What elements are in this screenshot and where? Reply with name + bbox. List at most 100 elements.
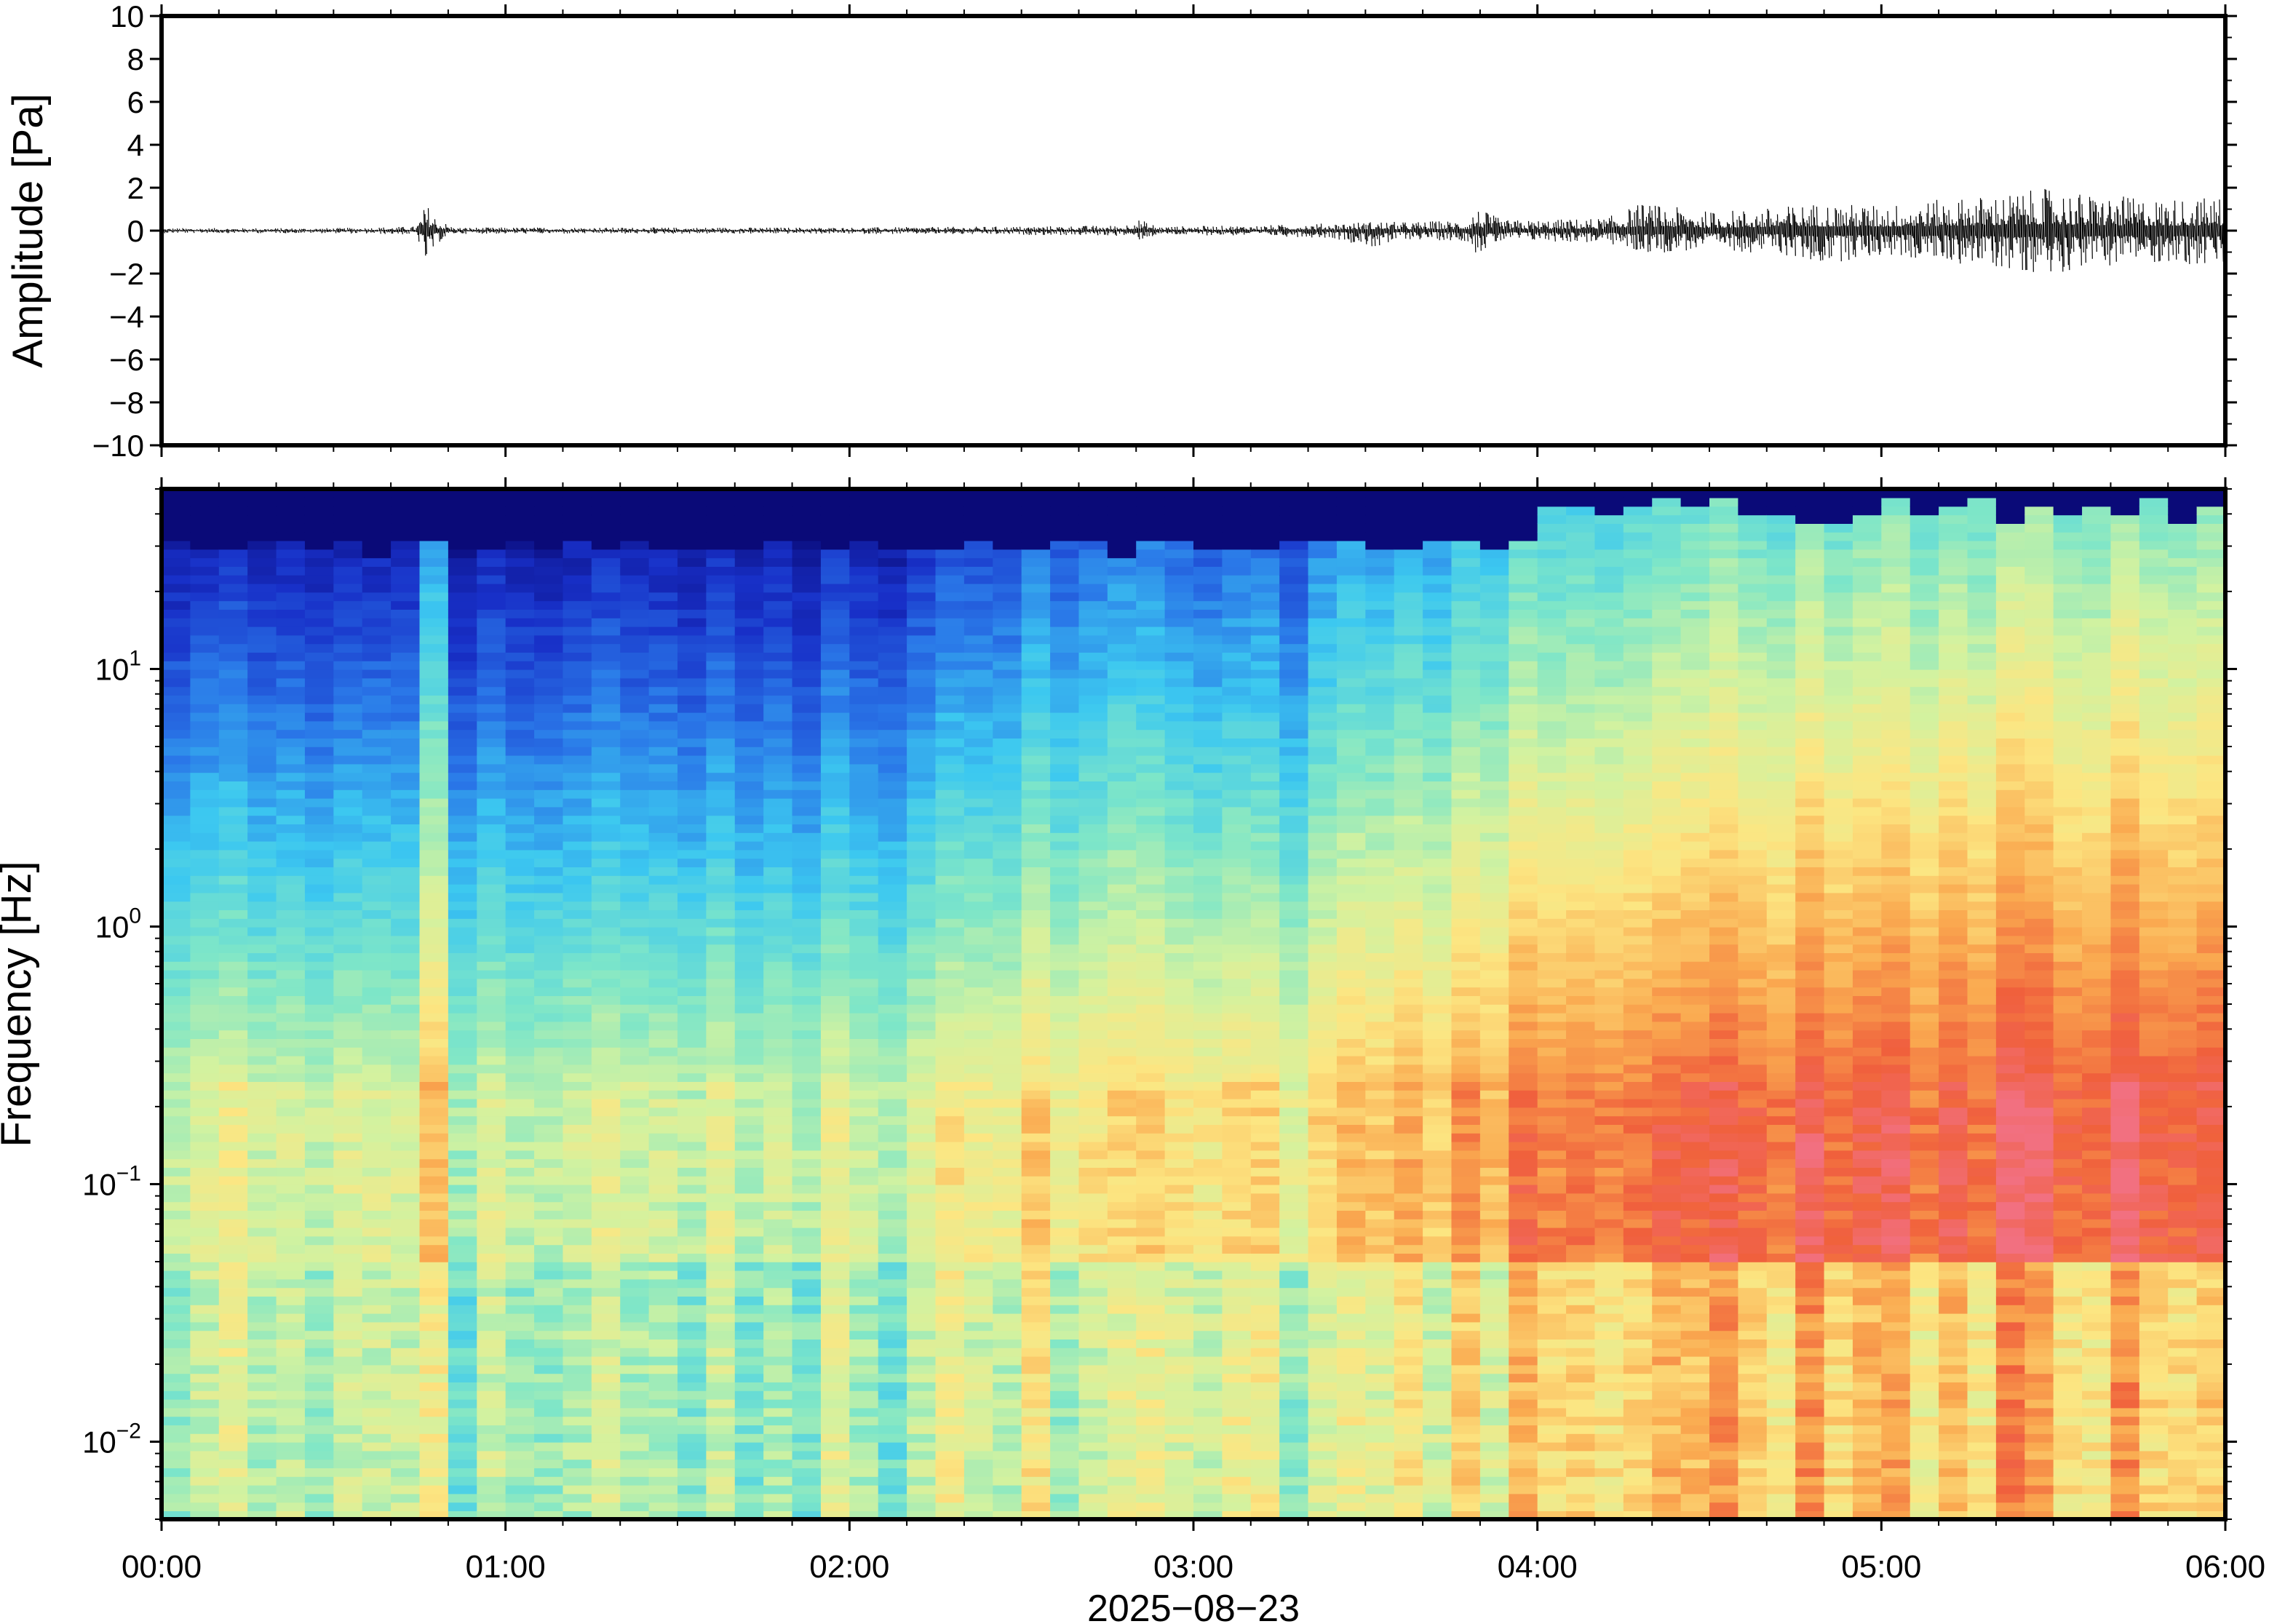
spectrogram-cell: [505, 1425, 535, 1434]
spectrogram-cell: [1222, 1253, 1252, 1262]
spectrogram-cell: [993, 1356, 1022, 1366]
spectrogram-cell: [849, 592, 879, 602]
spectrogram-cell: [763, 720, 793, 731]
spectrogram-cell: [907, 489, 937, 498]
spectrogram-cell: [820, 1407, 851, 1417]
spectrogram-cell: [1164, 592, 1194, 602]
spectrogram-cell: [276, 1313, 306, 1323]
spectrogram-cell: [162, 626, 191, 636]
spectrogram-cell: [878, 1382, 907, 1391]
spectrogram-cell: [1050, 652, 1080, 661]
spectrogram-cell: [391, 747, 421, 756]
spectrogram-cell: [820, 729, 851, 739]
spectrogram-cell: [563, 1339, 592, 1348]
spectrogram-cell: [620, 523, 650, 533]
spectrogram-cell: [162, 781, 191, 790]
spectrogram-cell: [162, 832, 191, 842]
spectrogram-cell: [1164, 497, 1194, 507]
spectrogram-cell: [1050, 1278, 1080, 1289]
spectrogram-cell: [677, 677, 707, 688]
spectrogram-cell: [1193, 720, 1223, 731]
spectrogram-cell: [763, 1081, 793, 1091]
spectrogram-cell: [448, 918, 478, 928]
spectrogram-cell: [1050, 1201, 1080, 1211]
spectrogram-cell: [1107, 1425, 1137, 1434]
spectrogram-cell: [591, 1244, 621, 1254]
spectrogram-cell: [907, 944, 937, 953]
spectrogram-cell: [534, 1150, 564, 1160]
spectrogram-cell: [304, 1021, 335, 1031]
spectrogram-cell: [1021, 720, 1051, 731]
spectrogram-cell: [907, 969, 937, 979]
spectrogram-cell: [907, 1244, 937, 1254]
spectrogram-cell: [534, 1021, 564, 1031]
spectrogram-cell: [706, 609, 736, 618]
spectrogram-cell: [706, 995, 736, 1005]
spectrogram-cell: [591, 1305, 621, 1314]
spectrogram-cell: [907, 583, 937, 593]
spectrogram-cell: [620, 1364, 650, 1374]
spectrogram-cell: [563, 592, 592, 602]
spectrogram-column: [993, 489, 1022, 1520]
spectrogram-cell: [362, 858, 392, 867]
spectrogram-cell: [534, 875, 564, 885]
spectrogram-cell: [362, 677, 392, 688]
spectrogram-cell: [563, 1030, 592, 1039]
spectrogram-cell: [878, 995, 907, 1005]
spectrogram-cell: [1136, 557, 1166, 567]
spectrogram-cell: [849, 1219, 879, 1228]
spectrogram-cell: [878, 867, 907, 876]
spectrogram-cell: [1078, 867, 1108, 876]
spectrogram-cell: [677, 806, 707, 816]
spectrogram-cell: [993, 883, 1022, 893]
spectrogram-cell: [993, 1321, 1022, 1332]
spectrogram-cell: [162, 712, 191, 722]
spectrogram-cell: [591, 1167, 621, 1177]
spectrogram-cell: [1193, 1081, 1223, 1091]
spectrogram-cell: [1107, 643, 1137, 653]
spectrogram-cell: [362, 978, 392, 988]
spectrogram-cell: [1193, 1184, 1223, 1194]
spectrogram-cell: [419, 1339, 449, 1348]
spectrogram-cell: [448, 738, 478, 747]
spectrogram-cell: [477, 609, 506, 618]
spectrogram-cell: [878, 1339, 907, 1348]
spectrogram-cell: [849, 1141, 879, 1151]
spectrogram-cell: [448, 858, 478, 867]
spectrogram-cell: [677, 1356, 707, 1366]
spectrogram-cell: [907, 704, 937, 713]
spectrogram-cell: [1279, 489, 1309, 498]
spectrogram-cell: [362, 815, 392, 824]
spectrogram-cell: [218, 978, 248, 988]
spectrogram-cell: [448, 549, 478, 559]
spectrogram-cell: [419, 1373, 449, 1382]
spectrogram-cell: [563, 1090, 592, 1099]
spectrogram-cell: [792, 1090, 822, 1099]
spectrogram-cell: [1136, 1072, 1166, 1082]
spectrogram-cell: [1136, 583, 1166, 593]
spectrogram-cell: [677, 626, 707, 636]
spectrogram-cell: [391, 901, 421, 910]
spectrogram-cell: [963, 815, 994, 824]
spectrogram-cell: [677, 583, 707, 593]
spectrogram-cell: [477, 1348, 506, 1357]
spectrogram-cell: [677, 729, 707, 739]
spectrogram-cell: [304, 815, 335, 824]
spectrogram-cell: [677, 797, 707, 808]
spectrogram-cell: [448, 661, 478, 670]
spectrogram-cell: [648, 1502, 678, 1511]
spectrogram-cell: [1136, 1278, 1166, 1289]
spectrogram-cell: [706, 1502, 736, 1511]
spectrogram-cell: [907, 1433, 937, 1443]
spectrogram-cell: [734, 747, 764, 756]
spectrogram-cell: [1193, 961, 1223, 971]
spectrogram-cell: [1308, 1296, 1338, 1305]
spectrogram-cell: [448, 763, 478, 773]
spectrogram-cell: [591, 720, 621, 731]
spectrogram-cell: [907, 1373, 937, 1382]
spectrogram-cell: [820, 832, 851, 842]
spectrogram-cell: [1021, 1081, 1051, 1091]
spectrogram-cell: [1164, 926, 1194, 936]
spectrogram-cell: [907, 1038, 937, 1048]
spectrogram-cell: [505, 720, 535, 731]
